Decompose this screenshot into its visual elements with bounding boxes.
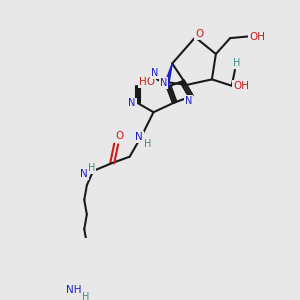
Text: N: N bbox=[135, 132, 143, 142]
Text: N: N bbox=[80, 169, 88, 179]
Text: O: O bbox=[195, 29, 203, 39]
Text: N: N bbox=[128, 98, 136, 109]
Text: N: N bbox=[152, 68, 159, 78]
Text: NH: NH bbox=[66, 285, 82, 296]
Text: H: H bbox=[144, 139, 152, 149]
Text: OH: OH bbox=[249, 32, 265, 41]
Text: H: H bbox=[82, 292, 89, 300]
Text: N: N bbox=[185, 96, 192, 106]
Text: OH: OH bbox=[233, 81, 249, 91]
Text: H: H bbox=[88, 163, 95, 173]
Text: N: N bbox=[160, 78, 167, 88]
Text: HO: HO bbox=[139, 77, 155, 87]
Text: O: O bbox=[115, 131, 124, 141]
Polygon shape bbox=[164, 64, 172, 88]
Text: H: H bbox=[233, 58, 240, 68]
